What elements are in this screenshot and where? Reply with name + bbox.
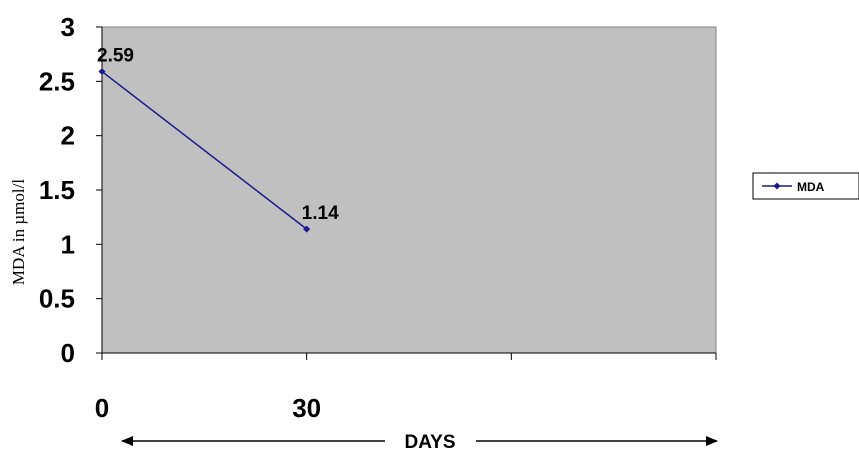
y-axis-label: MDA in µmol/l [9, 179, 28, 285]
x-axis-label: DAYS [404, 432, 455, 453]
y-tick-label: 0 [61, 338, 75, 368]
legend: MDA [752, 172, 859, 200]
data-label: 2.59 [97, 46, 134, 67]
x-tick-label: 30 [292, 393, 321, 423]
data-label: 1.14 [302, 203, 339, 224]
x-tick-label: 0 [95, 393, 109, 423]
legend-marker [773, 182, 781, 190]
series-mda: 2.59 1.14 [97, 46, 339, 233]
y-tick-label: 1.5 [39, 175, 75, 205]
plot-area [101, 26, 717, 354]
y-tick-label: 2.5 [39, 66, 75, 96]
data-point [303, 225, 311, 233]
y-tick-label: 3 [61, 12, 75, 42]
y-tick-label: 0.5 [39, 284, 75, 314]
legend-label: MDA [797, 180, 825, 194]
y-tick-label: 1 [61, 229, 75, 259]
data-point [98, 68, 106, 76]
x-axis-label-group: DAYS [121, 432, 718, 453]
series-line [101, 70, 308, 230]
y-axis: 0 0.5 1 1.5 2 2.5 3 [39, 12, 103, 368]
y-tick-label: 2 [61, 121, 75, 151]
x-axis: 0 30 [95, 352, 717, 423]
